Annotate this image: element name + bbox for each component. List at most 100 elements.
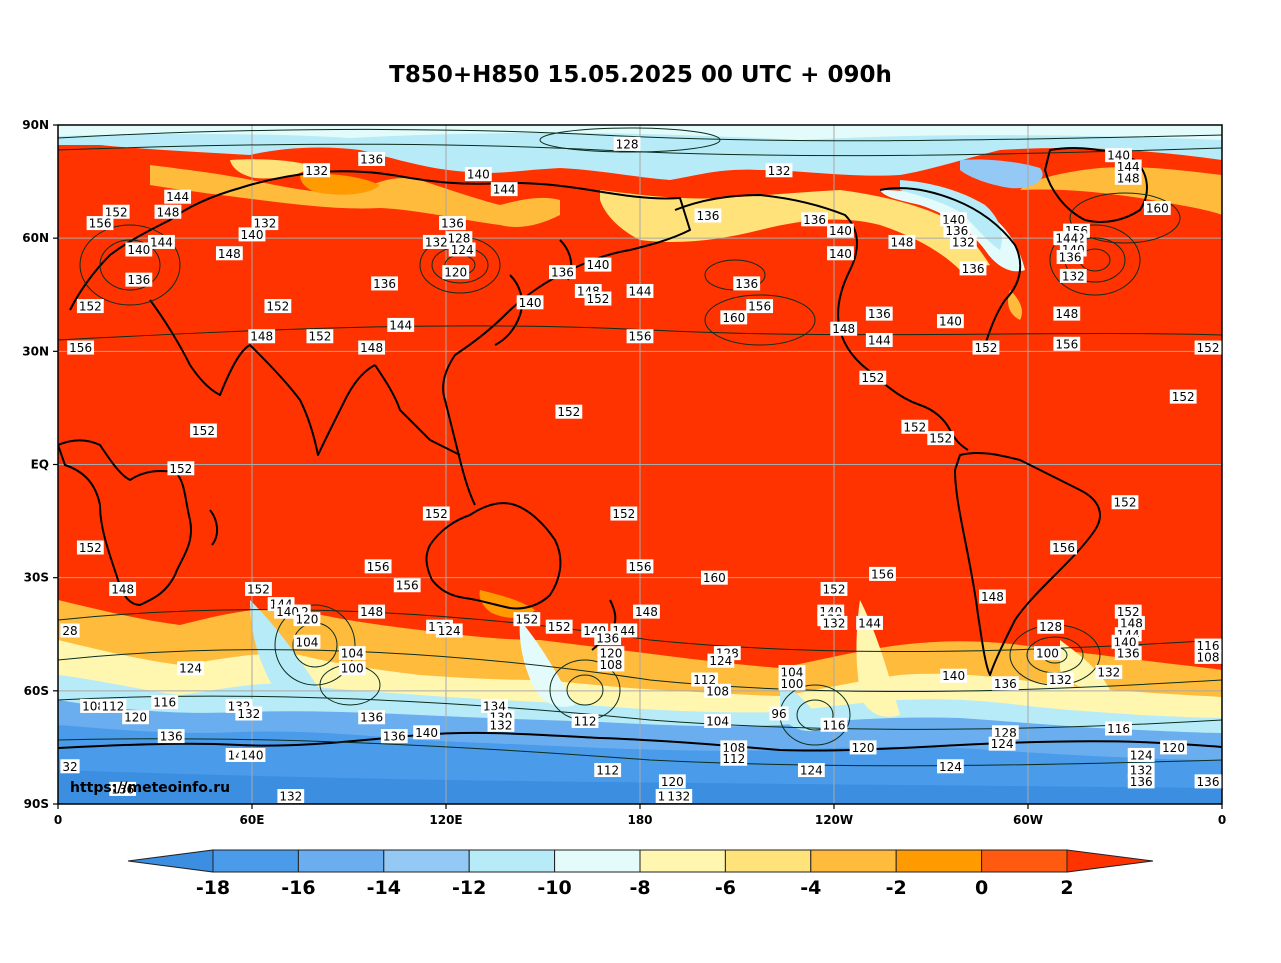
height-label: 112 (691, 672, 719, 687)
svg-text:136: 136 (945, 224, 968, 238)
svg-text:148: 148 (111, 582, 134, 596)
height-label: 108 (597, 657, 625, 672)
svg-text:140: 140 (942, 213, 965, 227)
svg-text:144: 144 (1117, 160, 1140, 174)
svg-text:148: 148 (1120, 616, 1143, 630)
svg-text:144: 144 (868, 334, 891, 348)
height-label: 140 (125, 242, 153, 257)
svg-text:112: 112 (693, 673, 716, 687)
colorbar-tick-label: -2 (886, 877, 907, 899)
height-label: 140 (937, 314, 964, 329)
svg-text:156: 156 (69, 341, 92, 355)
svg-text:132: 132 (768, 164, 791, 178)
height-label: 152 (545, 619, 573, 634)
svg-text:152: 152 (308, 330, 331, 344)
svg-text:112: 112 (574, 715, 597, 729)
svg-text:148: 148 (218, 247, 241, 261)
height-label: 120 (1160, 740, 1187, 755)
svg-text:160: 160 (1146, 201, 1169, 215)
colorbar-tick-label: -4 (800, 877, 821, 899)
svg-text:112: 112 (102, 699, 125, 713)
svg-text:132: 132 (490, 718, 513, 732)
height-label: 148 (154, 204, 182, 219)
svg-text:104: 104 (781, 665, 804, 679)
height-label: 112 (99, 698, 127, 713)
svg-text:120: 120 (296, 613, 319, 627)
height-label: 140 (827, 246, 854, 261)
svg-text:156: 156 (748, 300, 771, 314)
height-label: 132 (1127, 763, 1155, 778)
height-label: 124 (177, 661, 204, 676)
svg-text:152: 152 (105, 205, 128, 219)
height-label: 128 (991, 725, 1019, 740)
height-label: 124 (435, 623, 463, 638)
height-label: 124 (1127, 747, 1155, 762)
height-label: 136 (1127, 774, 1155, 789)
svg-text:100: 100 (1036, 647, 1059, 661)
svg-text:100: 100 (341, 662, 364, 676)
height-label: 116 (151, 695, 179, 710)
svg-text:144: 144 (166, 190, 189, 204)
svg-text:124: 124 (451, 243, 474, 257)
svg-text:108: 108 (599, 658, 622, 672)
height-label: 152 (555, 404, 583, 419)
svg-text:132: 132 (667, 790, 690, 804)
svg-text:28: 28 (62, 624, 77, 638)
svg-text:140: 140 (467, 168, 490, 182)
svg-text:132: 132 (237, 707, 260, 721)
svg-text:128: 128 (1039, 620, 1062, 634)
height-label: 140 (274, 604, 301, 619)
svg-text:156: 156 (396, 579, 419, 593)
svg-text:152: 152 (1114, 496, 1137, 510)
height-label: 96 (769, 706, 789, 721)
height-label: 140 (413, 725, 440, 740)
height-label: 148 (248, 329, 276, 344)
height-label: 104 (778, 664, 806, 679)
svg-text:116: 116 (1197, 639, 1220, 653)
height-label: 140 (584, 257, 612, 272)
svg-text:132: 132 (952, 235, 975, 249)
svg-text:144: 144 (493, 183, 516, 197)
height-label: 124 (448, 242, 476, 257)
svg-text:152: 152 (169, 462, 192, 476)
height-label: 140 (940, 668, 968, 683)
height-label: 116 (1105, 721, 1132, 736)
svg-text:152: 152 (515, 613, 538, 627)
colorbar-swatch (468, 849, 556, 873)
height-label: 156 (746, 299, 774, 314)
svg-text:136: 136 (994, 677, 1017, 691)
svg-text:132: 132 (305, 164, 328, 178)
height-label: 136 (371, 276, 398, 291)
height-label: 152 (1114, 604, 1142, 619)
svg-text:124: 124 (179, 662, 202, 676)
svg-text:148: 148 (360, 605, 383, 619)
source-credit: https://meteoinfo.ru (70, 780, 230, 796)
height-label: 148 (1114, 170, 1142, 185)
svg-text:152: 152 (929, 432, 952, 446)
svg-text:140: 140 (829, 224, 852, 238)
svg-text:156: 156 (1055, 337, 1078, 351)
height-label: 148 (830, 321, 858, 336)
colorbar-swatch (724, 849, 812, 873)
height-label: 152 (190, 423, 217, 438)
height-label: 148 (633, 604, 660, 619)
height-label: 100 (1034, 646, 1061, 661)
svg-text:148: 148 (635, 605, 658, 619)
svg-text:160: 160 (703, 571, 726, 585)
colorbar-tick-label: -10 (537, 877, 571, 899)
svg-text:148: 148 (832, 322, 855, 336)
height-label: 144 (865, 333, 893, 348)
svg-text:144: 144 (1055, 232, 1078, 246)
svg-text:136: 136 (383, 730, 406, 744)
lat-tick-label: 30N (22, 344, 49, 358)
height-label: 136 (801, 212, 828, 227)
height-label: 152 (264, 299, 292, 314)
height-label: 112 (594, 763, 622, 778)
svg-text:152: 152 (247, 582, 270, 596)
lon-tick-label: 180 (627, 813, 652, 827)
colorbar-swatch (810, 849, 897, 873)
height-label: 136 (109, 781, 137, 796)
svg-text:128: 128 (994, 726, 1017, 740)
svg-text:140: 140 (942, 669, 965, 683)
svg-text:152: 152 (79, 300, 102, 314)
